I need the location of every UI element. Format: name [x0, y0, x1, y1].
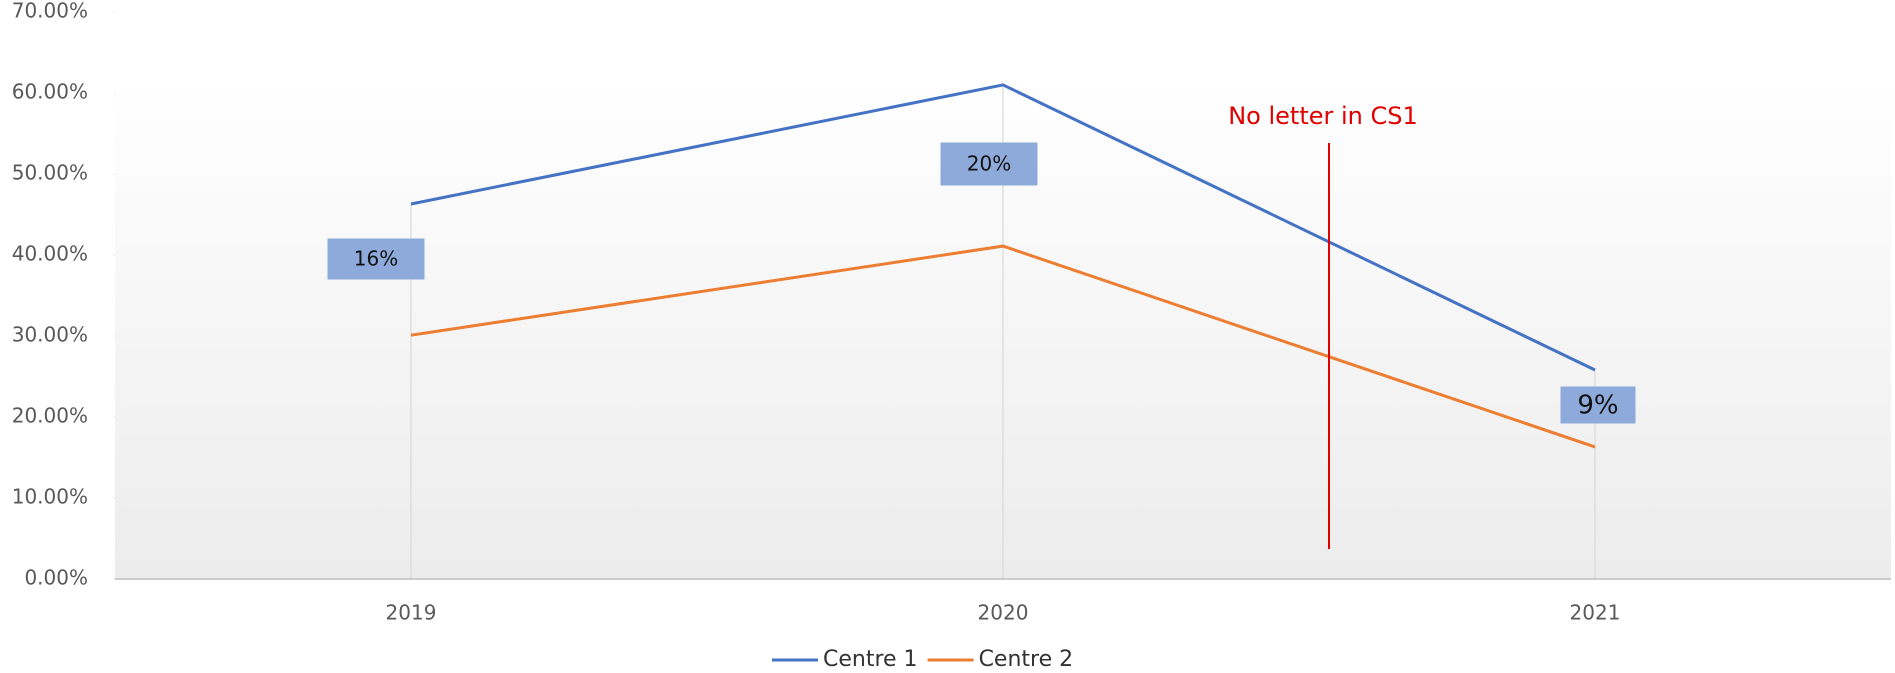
legend-label: Centre 1: [823, 647, 918, 672]
y-tick-label: 10.00%: [12, 485, 88, 509]
annotation-box: [327, 238, 425, 280]
annotation-label: 20%: [967, 152, 1011, 176]
annotation-label: No letter in CS1: [1228, 102, 1418, 130]
legend-label: Centre 2: [979, 647, 1074, 672]
y-tick-label: 60.00%: [12, 80, 88, 104]
annotation-label: 9%: [1577, 391, 1618, 421]
series-line: [410, 83, 1596, 372]
y-tick-label: 40.00%: [12, 242, 88, 266]
y-tick-label: 50.00%: [12, 161, 88, 185]
x-tick-label: 2021: [1570, 601, 1621, 625]
series-line: [410, 244, 1596, 449]
y-tick-label: 30.00%: [12, 323, 88, 347]
annotation-box: [1560, 386, 1636, 424]
x-tick-label: 2020: [978, 601, 1029, 625]
annotation-box: [940, 142, 1038, 186]
x-tick-label: 2019: [386, 601, 437, 625]
y-tick-label: 20.00%: [12, 404, 88, 428]
y-tick-label: 0.00%: [24, 566, 88, 590]
annotation-label: 16%: [354, 247, 398, 271]
y-tick-label: 70.00%: [12, 0, 88, 23]
